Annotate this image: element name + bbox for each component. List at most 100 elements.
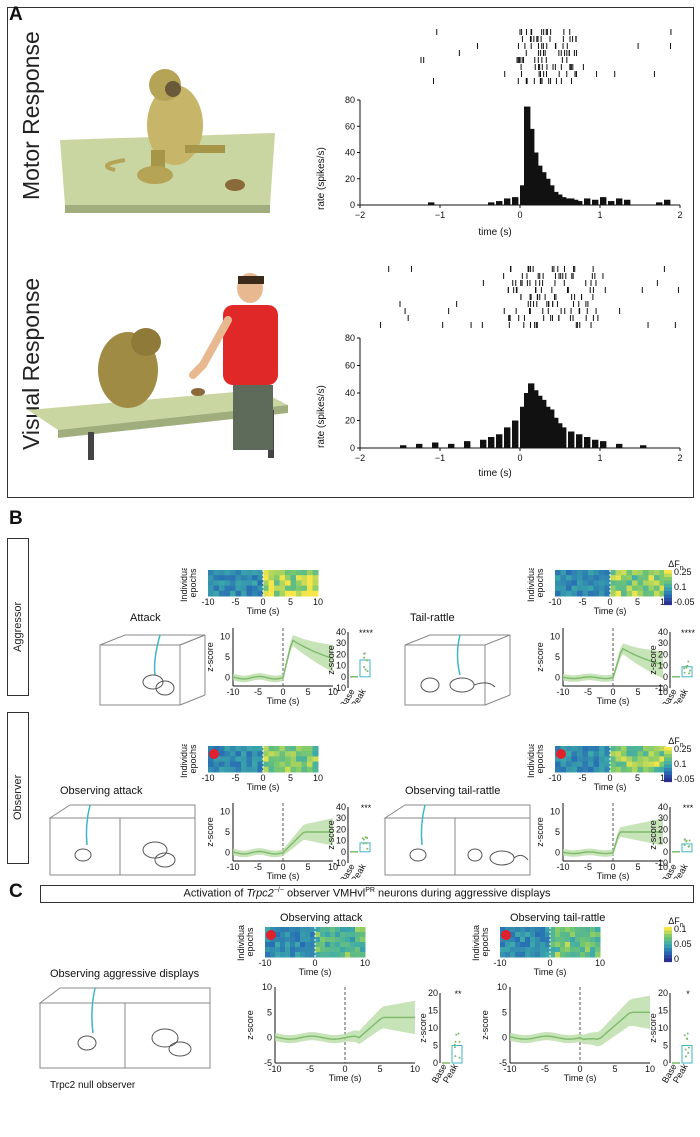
heatmap-cell bbox=[525, 952, 531, 958]
y-tick-label: 5 bbox=[555, 652, 560, 662]
heatmap-cell bbox=[643, 751, 649, 757]
heatmap-cell bbox=[632, 761, 638, 768]
y-axis-label: z-score bbox=[205, 642, 215, 672]
heatmap-cell bbox=[595, 947, 601, 953]
heatmap-cell bbox=[312, 590, 319, 597]
heatmap-cell bbox=[632, 590, 638, 597]
heatmap-cell bbox=[310, 937, 316, 943]
heatmap-x-tick: -5 bbox=[578, 597, 586, 607]
heatmap-cell bbox=[263, 751, 269, 757]
heatmap-cell bbox=[571, 766, 578, 773]
heatmap-cell bbox=[274, 756, 280, 763]
heatmap-cell bbox=[595, 932, 601, 938]
heatmap-cell bbox=[566, 746, 572, 752]
colorbar-step bbox=[664, 598, 672, 602]
y-tick-label: 5 bbox=[502, 1007, 507, 1017]
colorbar-step bbox=[664, 573, 672, 578]
heatmap-y-label: epochs bbox=[480, 927, 490, 957]
heatmap-cell bbox=[274, 766, 280, 773]
heatmap-cell bbox=[585, 947, 591, 953]
condition-marker-dot bbox=[209, 749, 219, 759]
heatmap-cell bbox=[626, 766, 633, 773]
heatmap-cell bbox=[268, 585, 275, 592]
heatmap-cell bbox=[241, 751, 247, 757]
heatmap-cell bbox=[520, 947, 526, 953]
x-tick-label: -5 bbox=[306, 1064, 314, 1074]
heatmap-cell bbox=[219, 585, 225, 592]
heatmap-x-label: Time (s) bbox=[247, 606, 280, 616]
heatmap-cell bbox=[648, 585, 655, 592]
heatmap-cell bbox=[590, 952, 596, 958]
heatmap-cell bbox=[654, 580, 660, 587]
trace-mean-line bbox=[274, 1016, 415, 1040]
heatmap-cell bbox=[296, 575, 302, 581]
heatmap-cell bbox=[585, 937, 591, 943]
panel-a-frame bbox=[7, 7, 694, 498]
heatmap-x-tick: -5 bbox=[578, 773, 586, 783]
heatmap-cell bbox=[593, 751, 600, 757]
bar-y-tick: 30 bbox=[658, 638, 668, 648]
heatmap-cell bbox=[241, 570, 247, 576]
heatmap-cell bbox=[654, 751, 660, 757]
heatmap-cell bbox=[580, 947, 586, 953]
heatmap-cell bbox=[571, 756, 578, 763]
colorbar-step bbox=[664, 584, 672, 588]
heatmap-cell bbox=[230, 580, 236, 587]
heatmap-cell bbox=[577, 766, 583, 773]
heatmap-cell bbox=[224, 766, 231, 773]
heatmap-cell bbox=[270, 937, 276, 943]
heatmap-cell bbox=[235, 746, 242, 752]
histogram-bar bbox=[428, 202, 435, 205]
c-obs-attack-title: Observing attack bbox=[280, 912, 363, 924]
heatmap-y-label: epochs bbox=[188, 744, 198, 774]
colorbar-step bbox=[664, 601, 672, 606]
heatmap-cell bbox=[654, 766, 660, 773]
heatmap-cell bbox=[545, 937, 551, 943]
heatmap-cell bbox=[582, 590, 589, 597]
heatmap-cell bbox=[345, 952, 351, 958]
heatmap-cell bbox=[593, 761, 600, 768]
significance-stars: * bbox=[686, 989, 690, 999]
heatmap-y-label: epochs bbox=[245, 927, 255, 957]
heatmap-cell bbox=[290, 942, 296, 948]
histogram-bar bbox=[432, 442, 439, 448]
heatmap-x-tick: 0 bbox=[312, 958, 317, 968]
heatmap-cell bbox=[285, 746, 291, 752]
heatmap-cell bbox=[510, 927, 516, 933]
histogram-bar bbox=[656, 202, 663, 205]
heatmap-cell bbox=[312, 585, 319, 592]
heatmap-cell bbox=[588, 761, 594, 768]
heatmap-cell bbox=[279, 761, 286, 768]
heatmap-cell bbox=[530, 927, 536, 933]
heatmap-cell bbox=[582, 580, 589, 587]
heatmap-cell bbox=[305, 927, 311, 933]
x-tick-label: −2 bbox=[355, 453, 365, 463]
x-tick-label: 1 bbox=[597, 453, 602, 463]
data-point bbox=[362, 842, 365, 845]
heatmap-cell bbox=[648, 766, 655, 773]
heatmap-cell bbox=[360, 927, 366, 933]
heatmap-cell bbox=[315, 947, 321, 953]
histogram-bar bbox=[504, 427, 511, 448]
bar-y-tick: 20 bbox=[658, 649, 668, 659]
condition-marker-dot bbox=[501, 930, 511, 940]
y-tick-label: -5 bbox=[499, 1058, 507, 1068]
colorbar-tick: 0.1 bbox=[674, 924, 687, 934]
heatmap-cell bbox=[588, 766, 594, 773]
heatmap-cell bbox=[555, 585, 561, 592]
y-tick-label: 5 bbox=[225, 827, 230, 837]
heatmap-cell bbox=[345, 937, 351, 943]
heatmap-cell bbox=[571, 580, 578, 587]
heatmap-cell bbox=[571, 590, 578, 597]
heatmap-cell bbox=[571, 570, 578, 576]
heatmap-cell bbox=[340, 927, 346, 933]
heatmap-cell bbox=[632, 575, 638, 581]
monkey-human-illustration bbox=[28, 273, 288, 460]
heatmap-cell bbox=[654, 570, 660, 576]
heatmap-cell bbox=[280, 932, 286, 938]
heatmap-x-tick: -10 bbox=[548, 773, 561, 783]
heatmap-cell bbox=[604, 756, 611, 763]
heatmap-cell bbox=[593, 585, 600, 592]
x-tick-label: 10 bbox=[645, 1064, 655, 1074]
